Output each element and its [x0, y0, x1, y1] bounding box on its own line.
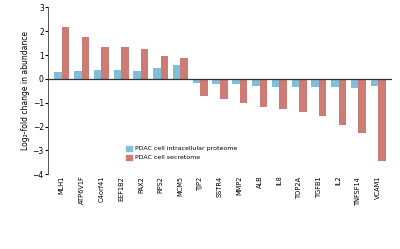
Bar	[220, 79, 228, 99]
Bar	[311, 79, 319, 87]
Bar	[371, 79, 378, 86]
Bar	[292, 79, 299, 87]
Bar	[299, 79, 306, 112]
Bar	[351, 79, 358, 88]
Bar	[121, 47, 129, 79]
Bar	[378, 79, 386, 161]
Legend: PDAC cell intracellular proteome, PDAC cell secretome: PDAC cell intracellular proteome, PDAC c…	[123, 143, 239, 163]
Bar	[331, 79, 339, 87]
Bar	[319, 79, 326, 116]
Bar	[252, 79, 260, 86]
Bar	[74, 71, 82, 79]
Bar	[193, 79, 200, 82]
Bar	[54, 72, 62, 79]
Bar	[358, 79, 366, 132]
Bar	[161, 56, 168, 79]
Bar	[232, 79, 240, 84]
Bar	[82, 37, 89, 79]
Bar	[279, 79, 287, 110]
Bar	[173, 65, 180, 79]
Bar	[101, 47, 109, 79]
Bar	[114, 70, 121, 79]
Bar	[260, 79, 267, 107]
Y-axis label: Log₂-fold change in abundance: Log₂-fold change in abundance	[21, 31, 30, 150]
Bar	[153, 67, 161, 79]
Bar	[62, 27, 69, 79]
Bar	[339, 79, 346, 125]
Bar	[94, 70, 101, 79]
Bar	[212, 79, 220, 84]
Bar	[141, 49, 148, 79]
Bar	[200, 79, 208, 96]
Bar	[134, 71, 141, 79]
Bar	[180, 58, 188, 79]
Bar	[240, 79, 247, 103]
Bar	[272, 79, 279, 87]
